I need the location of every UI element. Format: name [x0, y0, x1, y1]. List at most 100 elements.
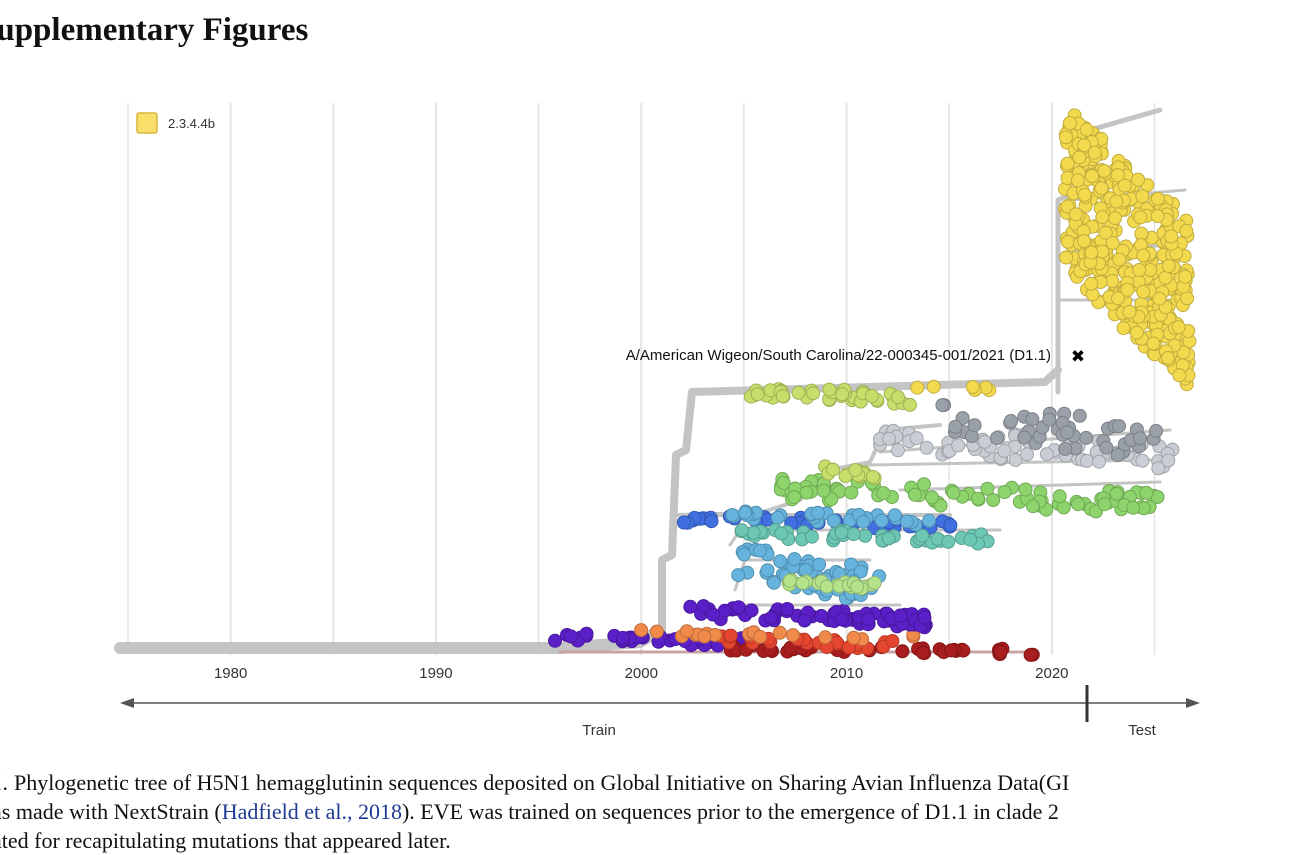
point-2344b	[965, 380, 980, 394]
point-2344b	[1132, 263, 1147, 277]
point-orange	[772, 625, 787, 640]
point-light-blue	[731, 568, 746, 583]
point-light-green	[850, 579, 865, 594]
point-teal	[834, 525, 849, 540]
point-teal	[915, 528, 930, 543]
point-green	[1026, 499, 1040, 514]
citation-link[interactable]: Hadfield et al., 2018	[221, 799, 402, 824]
point-orange	[649, 624, 664, 639]
point-gray	[1072, 408, 1087, 423]
point-light-blue	[899, 514, 914, 529]
point-green	[946, 485, 961, 500]
annotation-marker-icon: ✖	[1071, 347, 1085, 367]
point-2344b	[1152, 291, 1167, 306]
point-2344b	[1171, 320, 1186, 335]
point-green	[1097, 497, 1112, 512]
point-light-gray	[1151, 461, 1166, 476]
point-yellow-green	[848, 463, 863, 478]
point-2344b	[1085, 169, 1100, 183]
point-teal	[963, 532, 978, 547]
point-orange	[697, 629, 712, 644]
point-purple	[917, 610, 932, 625]
point-2344b	[1131, 172, 1146, 187]
point-purple	[814, 609, 829, 623]
point-2344b	[1135, 189, 1150, 204]
point-2344b	[1129, 325, 1144, 340]
point-2344b	[1178, 269, 1193, 284]
point-blue	[704, 514, 719, 529]
point-2344b	[1059, 130, 1073, 145]
point-yellow-green	[891, 390, 905, 405]
point-yellow-green	[864, 389, 879, 403]
point-2344b	[1062, 116, 1077, 131]
caption-line-2b: ). EVE was trained on sequences prior to…	[401, 799, 1059, 824]
point-green	[997, 485, 1012, 499]
point-purple	[834, 612, 849, 627]
point-green	[925, 490, 939, 505]
point-purple	[797, 613, 812, 628]
point-teal	[846, 527, 861, 542]
point-light-gray	[919, 440, 934, 455]
point-light-gray	[977, 434, 992, 449]
point-purple	[764, 610, 779, 625]
point-dark-red	[1023, 647, 1038, 662]
point-light-green	[867, 576, 882, 590]
point-yellow-green	[750, 387, 765, 402]
point-light-green	[819, 579, 834, 594]
point-2344b	[1136, 248, 1151, 263]
point-light-blue	[810, 505, 825, 520]
point-light-blue	[753, 543, 767, 558]
point-purple	[744, 603, 759, 618]
point-2344b	[1150, 191, 1165, 206]
point-2344b	[1060, 234, 1075, 249]
point-light-blue	[773, 554, 788, 569]
section-heading: Supplementary Figures	[0, 12, 309, 48]
point-teal	[774, 526, 789, 541]
point-teal	[746, 525, 761, 540]
x-tick-label: 2010	[830, 665, 863, 682]
point-yellow-green	[903, 397, 917, 412]
point-2344b	[1072, 150, 1087, 165]
legend-swatch[interactable]	[136, 112, 158, 134]
point-red	[723, 628, 738, 643]
point-2344b	[1079, 122, 1094, 137]
point-2344b	[1112, 252, 1127, 267]
point-purple	[893, 608, 908, 623]
point-2344b	[1094, 181, 1109, 196]
point-2344b	[1164, 229, 1179, 244]
point-light-gray	[909, 431, 924, 446]
caption-line-1: Phylogenetic tree of H5N1 hemagglutinin …	[14, 770, 1070, 795]
point-green	[776, 475, 791, 490]
point-yellow-green	[791, 385, 806, 400]
train-label: Train	[582, 722, 616, 739]
point-yellow-green	[822, 382, 837, 397]
legend-label[interactable]: 2.3.4.4b	[168, 116, 215, 131]
point-gray	[1133, 431, 1147, 446]
caption-line-3: ated for recapitulating mutations that a…	[0, 828, 451, 853]
point-light-gray	[882, 431, 897, 446]
point-light-gray	[997, 443, 1012, 458]
point-orange	[785, 628, 800, 643]
caption-line-2a: as made with NextStrain (	[0, 799, 222, 824]
point-purple	[548, 633, 562, 648]
point-gray	[1112, 419, 1126, 434]
point-light-blue	[887, 508, 902, 523]
point-light-blue	[767, 575, 781, 590]
point-green	[844, 485, 859, 500]
point-light-gray	[1135, 453, 1150, 468]
point-light-blue	[787, 552, 802, 567]
point-2344b	[1110, 168, 1125, 183]
point-light-blue	[725, 508, 740, 522]
point-dark-red	[944, 643, 959, 658]
point-light-blue	[856, 514, 871, 529]
point-2344b	[1105, 274, 1120, 288]
point-green	[971, 491, 985, 506]
point-green	[876, 486, 891, 501]
point-2344b	[1077, 234, 1091, 248]
point-orange	[679, 624, 694, 639]
point-gray	[1058, 441, 1073, 456]
caption-fig-number: 1.	[0, 770, 9, 795]
point-light-blue	[760, 563, 775, 578]
point-light-blue	[874, 513, 889, 528]
test-label: Test	[1128, 722, 1156, 739]
